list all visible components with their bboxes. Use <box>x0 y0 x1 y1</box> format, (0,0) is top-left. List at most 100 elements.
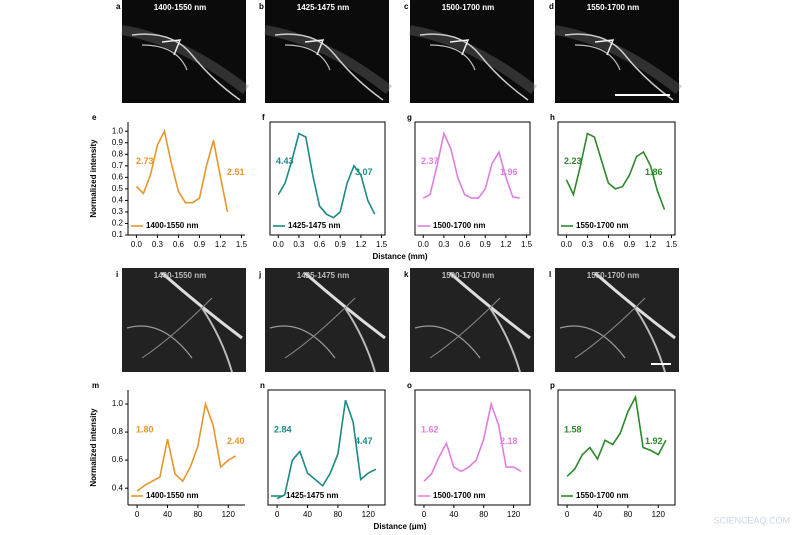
image <box>555 0 679 103</box>
legend-label: 1500-1700 nm <box>433 221 485 230</box>
plot-frame <box>557 389 676 506</box>
panel-letter: e <box>92 113 97 122</box>
peak-ratio-label: 2.51 <box>227 167 245 177</box>
data-line <box>135 128 229 213</box>
chart-panel: m 0.4 0.6 0.8 1.0 0 40 80 120 Normalized intensit… <box>89 381 427 531</box>
chart-panel: n 0 40 80 120 1425-1475 nm 2.84 4.47 <box>260 381 386 519</box>
panel-letter: p <box>550 381 555 390</box>
chart-panel: o 0 40 80 120 1500-1700 nm 1.62 2.18 <box>407 381 531 519</box>
y-tick-label: 1.0 <box>112 399 124 408</box>
x-tick-label: 0.0 <box>273 240 285 249</box>
panel-letter: g <box>407 113 412 122</box>
image-label: 1425-1475 nm <box>297 3 349 12</box>
plot-frame <box>414 121 531 236</box>
tissue <box>121 25 250 94</box>
x-tick-label: 0.6 <box>459 240 471 249</box>
x-tick-label: 80 <box>479 510 488 519</box>
image-label: 1550-1700 nm <box>587 271 639 280</box>
x-tick-label: 0.6 <box>603 240 615 249</box>
image-label: 1500-1700 nm <box>442 271 494 280</box>
image <box>122 0 246 103</box>
peak-ratio-label: 2.40 <box>227 436 245 446</box>
x-tick-label: 40 <box>449 510 458 519</box>
vessel <box>269 325 336 359</box>
panel-letter: h <box>550 113 555 122</box>
vessel <box>489 307 521 373</box>
peak-ratio-label: 4.47 <box>355 436 373 446</box>
image-panel: d 1550-1700 nm <box>549 0 683 103</box>
x-tick-label: 0.3 <box>293 240 305 249</box>
x-tick-label: 80 <box>193 510 202 519</box>
image-panel: i 1400-1550 nm <box>116 268 246 373</box>
vessel <box>429 297 501 359</box>
peak-ratio-label: 2.84 <box>274 425 292 435</box>
plot-frame <box>269 121 386 236</box>
legend-label: 1400-1550 nm <box>146 491 198 500</box>
y-tick-label: 0.6 <box>112 172 124 181</box>
peak-ratio-label: 1.92 <box>645 436 663 446</box>
image <box>265 0 389 103</box>
peak-ratio-label: 2.73 <box>136 156 154 166</box>
x-tick-label: 120 <box>362 510 376 519</box>
panel-letter: k <box>404 270 409 279</box>
vessel <box>594 39 615 56</box>
panel-letter: b <box>259 2 264 11</box>
x-tick-label: 0.3 <box>152 240 164 249</box>
peak-ratio-label: 2.18 <box>500 436 518 446</box>
panel-letter: d <box>549 2 554 11</box>
image-label: 1400-1550 nm <box>154 3 206 12</box>
vessel <box>141 297 213 359</box>
panel-letter: j <box>258 270 261 279</box>
data-line <box>423 401 522 482</box>
legend-label: 1400-1550 nm <box>146 221 198 230</box>
vessel <box>634 307 666 373</box>
watermark: SCIENCEAQ.COM <box>713 515 790 525</box>
vessel <box>344 307 376 373</box>
vessel <box>594 271 676 340</box>
x-tick-label: 0 <box>275 510 280 519</box>
panel-letter: f <box>262 113 265 122</box>
vessel <box>429 44 476 71</box>
panel-letter: l <box>549 270 551 279</box>
tissue <box>409 25 538 94</box>
vessel <box>559 325 626 359</box>
vessel <box>449 271 531 340</box>
image-panel: a 1400-1550 nm <box>116 0 250 103</box>
x-tick-label: 80 <box>623 510 632 519</box>
vessel <box>449 39 470 56</box>
image <box>410 0 534 103</box>
vessel <box>574 44 621 71</box>
y-tick-label: 0.1 <box>112 230 124 239</box>
x-tick-label: 40 <box>163 510 172 519</box>
peak-ratio-label: 1.80 <box>136 425 154 435</box>
x-tick-label: 120 <box>222 510 236 519</box>
peak-ratio-label: 3.07 <box>355 167 373 177</box>
data-line <box>276 399 377 500</box>
y-tick-label: 0.4 <box>112 483 124 492</box>
x-tick-label: 0.9 <box>335 240 347 249</box>
y-tick-label: 1.0 <box>112 126 124 135</box>
x-tick-label: 0 <box>422 510 427 519</box>
tissue <box>554 25 683 94</box>
image-label: 1550-1700 nm <box>587 3 639 12</box>
x-tick-label: 40 <box>303 510 312 519</box>
x-tick-label: 0.9 <box>624 240 636 249</box>
data-line <box>422 130 520 199</box>
x-tick-label: 120 <box>652 510 666 519</box>
x-tick-label: 80 <box>333 510 342 519</box>
y-tick-label: 0.8 <box>112 427 124 436</box>
peak-ratio-label: 2.37 <box>421 156 439 166</box>
y-tick-label: 0.9 <box>112 138 124 147</box>
plot-frame <box>267 389 386 506</box>
x-axis-label: Distance (mm) <box>372 252 427 261</box>
peak-ratio-label: 4.43 <box>276 156 294 166</box>
vessel <box>161 271 243 340</box>
panel-letter: c <box>404 2 409 11</box>
data-line <box>566 394 667 477</box>
y-tick-label: 0.6 <box>112 455 124 464</box>
image-panel: k 1500-1700 nm <box>404 268 534 373</box>
y-tick-label: 0.7 <box>112 161 124 170</box>
x-tick-label: 1.5 <box>236 240 248 249</box>
vessel <box>419 33 529 101</box>
